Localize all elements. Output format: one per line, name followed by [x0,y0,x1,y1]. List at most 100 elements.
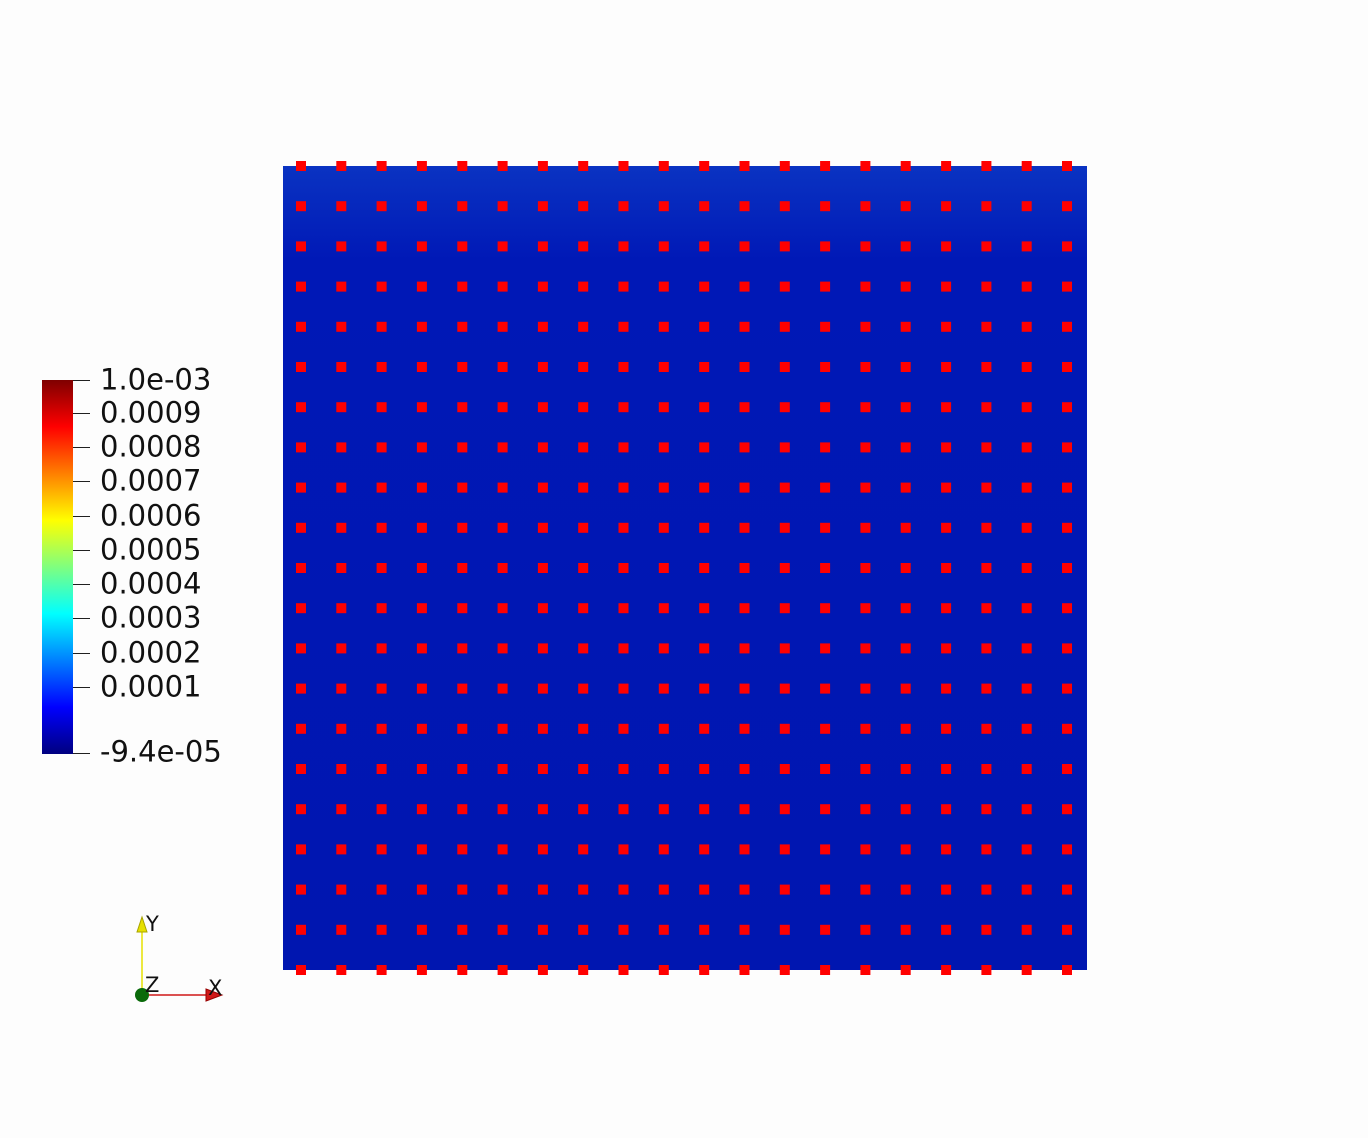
mesh-node [618,241,629,252]
mesh-node [941,965,952,975]
mesh-node [376,723,387,734]
mesh-node [860,281,871,292]
mesh-node [376,201,387,212]
mesh-node [1062,603,1072,614]
mesh-node [1062,723,1072,734]
mesh-node [537,764,548,774]
mesh-node [578,442,589,453]
mesh-node [457,723,468,734]
mesh-node [457,804,468,815]
mesh-node [779,603,790,614]
mesh-node [296,924,306,935]
mesh-node [699,764,710,774]
mesh-node [820,924,831,935]
mesh-node [537,161,548,171]
mesh-node [981,522,992,533]
mesh-node [739,603,750,614]
mesh-node [578,683,589,694]
mesh-node [578,161,589,171]
mesh-node [457,603,468,614]
mesh-node [537,643,548,654]
mesh-node [820,201,831,212]
mesh-node [658,402,669,413]
mesh-node [820,402,831,413]
mesh-node [900,804,911,815]
mesh-node [981,442,992,453]
mesh-node [658,965,669,975]
mesh-node [457,764,468,774]
mesh-node [376,241,387,252]
mesh-node [376,563,387,573]
mesh-node [537,321,548,332]
x-axis-arrowhead [205,988,224,1002]
mesh-node [860,804,871,815]
mesh-node [900,201,911,212]
mesh-node [497,683,508,694]
mesh-node [497,321,508,332]
mesh-node [416,281,427,292]
mesh-node [578,643,589,654]
tick-label-min: -9.4e-05 [100,734,222,769]
orientation-axes[interactable]: Y Z X [120,905,240,1015]
mesh-node [779,482,790,493]
mesh-node [618,442,629,453]
mesh-node [981,965,992,975]
mesh-node [416,884,427,895]
mesh-node [699,884,710,895]
mesh-node [820,603,831,614]
mesh-node [497,522,508,533]
mesh-node [537,924,548,935]
mesh-node [739,965,750,975]
mesh-node [457,201,468,212]
mesh-node [497,965,508,975]
mesh-node [618,362,629,372]
mesh-nodes [296,161,1072,975]
mesh-node [1021,321,1032,332]
mesh-node [497,924,508,935]
mesh-node [416,362,427,372]
mesh-node [1021,844,1032,855]
mesh-node [376,844,387,855]
mesh-node [1021,281,1032,292]
mesh-node [457,241,468,252]
mesh-node [537,362,548,372]
mesh-node [860,884,871,895]
mesh-node [1062,563,1072,573]
mesh-node [336,764,347,774]
mesh-node [497,603,508,614]
mesh-node [860,402,871,413]
mesh-node [1062,924,1072,935]
mesh-node [457,563,468,573]
mesh-node [416,522,427,533]
mesh-node [779,804,790,815]
mesh-node [376,522,387,533]
mesh-node [820,723,831,734]
mesh-node [497,442,508,453]
mesh-node [618,643,629,654]
mesh-node [739,281,750,292]
mesh-node [497,563,508,573]
mesh-node [699,563,710,573]
mesh-node [981,804,992,815]
mesh-node [457,924,468,935]
mesh-node [457,321,468,332]
mesh-node [1021,643,1032,654]
mesh-node [578,482,589,493]
mesh-node [618,563,629,573]
mesh-node [941,522,952,533]
axis-label-y: Y [146,912,159,936]
mesh-node [699,844,710,855]
mesh-node [941,643,952,654]
mesh-node [941,804,952,815]
mesh-node [820,161,831,171]
mesh-node [1021,884,1032,895]
mesh-node [376,643,387,654]
mesh-node [578,522,589,533]
mesh-node [860,603,871,614]
mesh-node [537,281,548,292]
tick-label-0005: 0.0005 [100,532,202,567]
mesh-node [820,884,831,895]
tick-0002 [73,653,90,654]
tick-label-0001: 0.0001 [100,669,202,704]
